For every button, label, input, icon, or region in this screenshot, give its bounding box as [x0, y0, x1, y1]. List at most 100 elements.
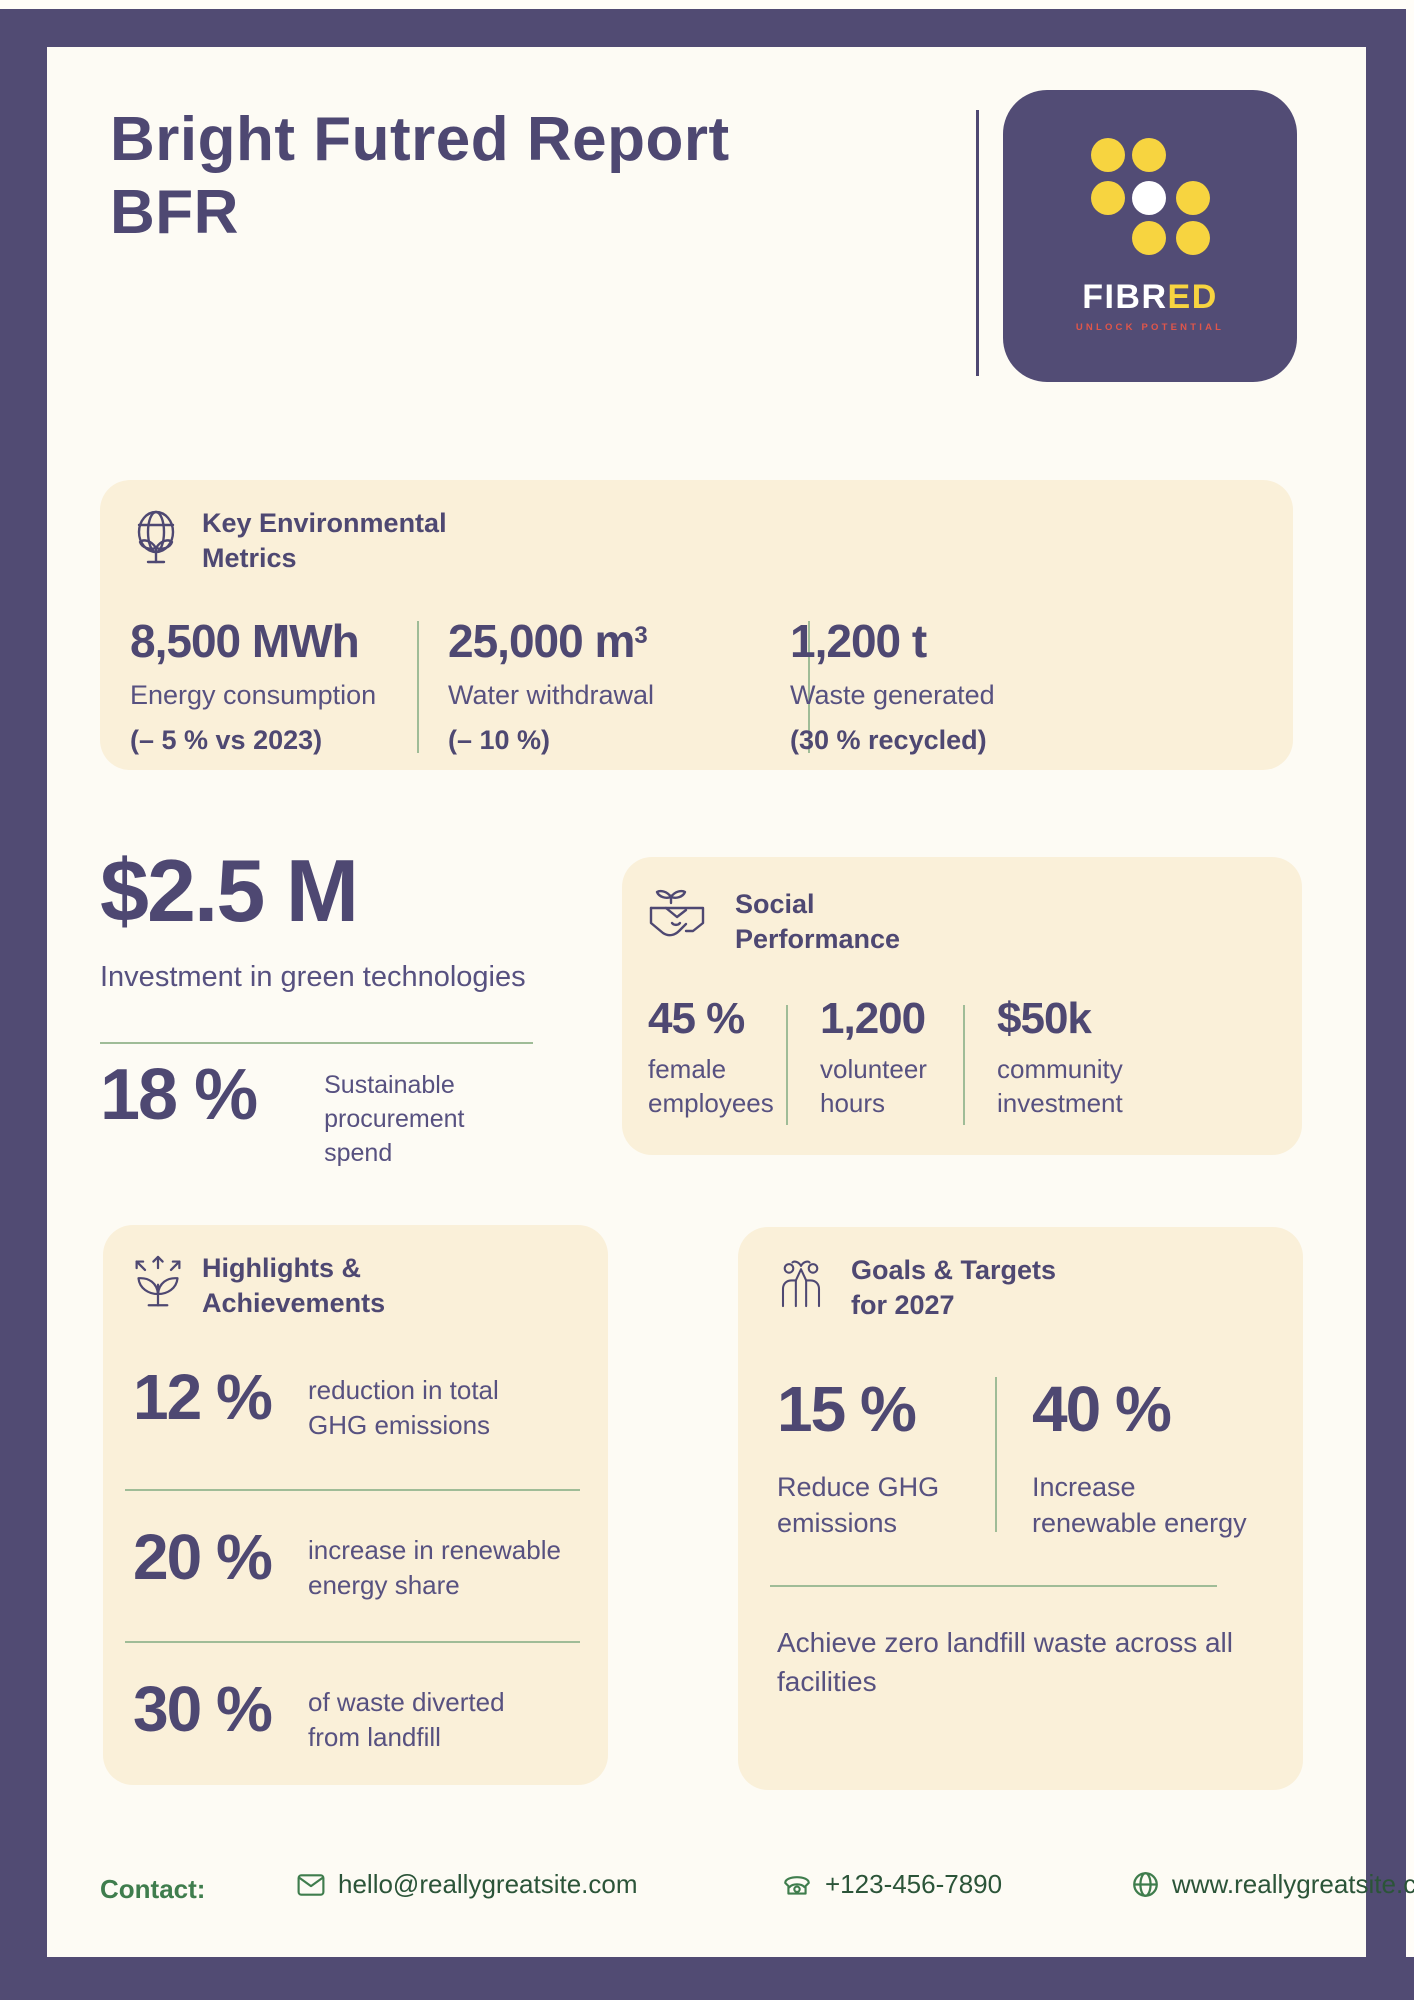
- social-stat-female: 45 % female employees: [648, 997, 798, 1121]
- social-performance-card: Social Performance 45 % female employees …: [622, 857, 1302, 1155]
- highlight-label: of waste diverted from landfill: [308, 1687, 505, 1753]
- title-line-2: BFR: [110, 178, 239, 248]
- logo-dot: [1132, 138, 1166, 172]
- highlight-value: 20 %: [133, 1521, 273, 1593]
- metric-note: (– 10 %): [448, 725, 551, 756]
- column-divider: [417, 621, 419, 753]
- logo-dot: [1091, 138, 1125, 172]
- metric-label: Water withdrawal: [448, 680, 655, 710]
- logo-dot: [1176, 181, 1210, 215]
- highlight-row-landfill: 30 % of waste diverted from landfill: [133, 1677, 563, 1755]
- column-divider: [808, 621, 810, 753]
- highlight-value: 30 %: [133, 1673, 273, 1745]
- social-title: Social Performance: [735, 889, 901, 955]
- metric-value: 1,200: [820, 994, 926, 1043]
- env-metrics-card: Key Environmental Metrics 8,500 MWh Energ…: [100, 480, 1293, 770]
- metric-superscript: 3: [634, 622, 648, 649]
- highlights-header: Highlights & Achievements: [132, 1251, 385, 1321]
- goals-title: Goals & Targets for 2027: [851, 1255, 1057, 1321]
- section-divider: [100, 1042, 533, 1044]
- goals-note: Achieve zero landfill waste across all f…: [777, 1627, 1233, 1698]
- globe-plant-icon: [137, 510, 175, 564]
- metric-label: Waste generated: [790, 680, 995, 710]
- page-title: Bright Futred Report BFR: [110, 103, 730, 249]
- phone-icon: [784, 1875, 810, 1895]
- highlights-card: Highlights & Achievements 12 % reduction …: [103, 1225, 608, 1785]
- highlight-row-renewable: 20 % increase in renewable energy share: [133, 1525, 563, 1603]
- logo-dot: [1176, 221, 1210, 255]
- metric-label: female employees: [648, 1054, 774, 1118]
- investment-label: Investment in green technologies: [100, 961, 526, 993]
- social-header: Social Performance: [645, 887, 900, 957]
- brand-logo: FIBRED UNLOCK POTENTIAL: [1003, 90, 1297, 382]
- logo-dot: [1132, 221, 1166, 255]
- investment-block: $2.5 M Investment in green technologies: [100, 847, 526, 994]
- social-stat-volunteer: 1,200 volunteer hours: [820, 997, 970, 1121]
- metric-note: (– 5 % vs 2023): [130, 725, 323, 756]
- metric-value: $50k: [997, 994, 1092, 1043]
- goal-label: Increase renewable energy: [1032, 1472, 1247, 1539]
- brand-tagline: UNLOCK POTENTIAL: [1075, 322, 1225, 333]
- goals-header: Goals & Targets for 2027: [777, 1253, 1056, 1323]
- env-metrics-header: Key Environmental Metrics: [132, 506, 447, 576]
- title-line-1: Bright Futred Report: [110, 105, 730, 174]
- contact-bar: Contact: hello@reallygreatsite.com +123-…: [47, 1869, 1414, 1909]
- highlights-title: Highlights & Achievements: [202, 1253, 386, 1319]
- goals-card: Goals & Targets for 2027 15 % Reduce GHG …: [738, 1227, 1303, 1790]
- env-metric-water: 25,000 m3 Water withdrawal (– 10 %): [448, 618, 654, 758]
- metric-label: Energy consumption: [130, 680, 377, 710]
- handshake-sprout-icon: [649, 889, 705, 937]
- highlight-row-ghg: 12 % reduction in total GHG emissions: [133, 1365, 563, 1443]
- contact-website-text: www.reallygreatsite.com: [1172, 1869, 1414, 1899]
- env-metric-waste: 1,200 t Waste generated (30 % recycled): [790, 618, 995, 758]
- page-edge-top: [0, 0, 1414, 9]
- row-divider: [770, 1585, 1217, 1587]
- goal-ghg: 15 % Reduce GHG emissions: [777, 1377, 992, 1542]
- env-metrics-title: Key Environmental Metrics: [202, 508, 447, 574]
- brand-name-accent: ED: [1167, 278, 1218, 316]
- metric-value: 8,500 MWh: [130, 615, 360, 667]
- row-divider: [125, 1641, 580, 1643]
- metric-label: volunteer hours: [820, 1054, 927, 1118]
- row-divider: [125, 1489, 580, 1491]
- logo-dot-white: [1132, 181, 1166, 215]
- procurement-label: Sustainable procurement spend: [324, 1071, 465, 1167]
- highlight-label: increase in renewable energy share: [308, 1535, 561, 1601]
- metric-value: 1,200 t: [790, 615, 927, 667]
- goal-value: 40 %: [1032, 1373, 1172, 1445]
- contact-email[interactable]: hello@reallygreatsite.com: [297, 1869, 638, 1900]
- column-divider: [963, 1005, 965, 1125]
- column-divider: [995, 1377, 997, 1532]
- metric-label: community investment: [997, 1054, 1123, 1118]
- contact-phone-text: +123-456-7890: [825, 1869, 1003, 1899]
- column-divider: [786, 1005, 788, 1125]
- brand-name: FIBRED: [1003, 278, 1297, 317]
- highlight-label: reduction in total GHG emissions: [308, 1375, 499, 1441]
- highlight-value: 12 %: [133, 1361, 273, 1433]
- growth-plant-icon: [135, 1255, 181, 1307]
- contact-website[interactable]: www.reallygreatsite.com: [1132, 1869, 1414, 1900]
- procurement-value: 18 %: [100, 1055, 258, 1135]
- metric-note: (30 % recycled): [790, 725, 987, 756]
- report-page: Bright Futred Report BFR FIBRED UNLOCK PO…: [47, 47, 1414, 1957]
- logo-divider: [976, 110, 979, 376]
- contact-label: Contact:: [100, 1874, 206, 1904]
- metric-value: 45 %: [648, 994, 745, 1043]
- goal-renewable: 40 % Increase renewable energy: [1032, 1377, 1247, 1542]
- investment-value: $2.5 M: [100, 841, 359, 940]
- goal-value: 15 %: [777, 1373, 917, 1445]
- contact-email-text: hello@reallygreatsite.com: [338, 1869, 638, 1899]
- procurement-block: 18 % Sustainable procurement spend: [100, 1059, 484, 1170]
- envelope-icon: [297, 1873, 325, 1896]
- logo-dot: [1091, 181, 1125, 215]
- goal-label: Reduce GHG emissions: [777, 1472, 940, 1539]
- contact-phone[interactable]: +123-456-7890: [782, 1869, 1002, 1900]
- team-highfive-icon: [781, 1260, 821, 1308]
- page-edge-right: [1406, 9, 1414, 1957]
- metric-value: 25,000 m3: [448, 615, 648, 667]
- social-stat-community: $50k community investment: [997, 997, 1147, 1121]
- globe-icon: [1133, 1872, 1158, 1897]
- env-metric-energy: 8,500 MWh Energy consumption (– 5 % vs 2…: [130, 618, 376, 758]
- brand-name-main: FIBR: [1082, 278, 1168, 316]
